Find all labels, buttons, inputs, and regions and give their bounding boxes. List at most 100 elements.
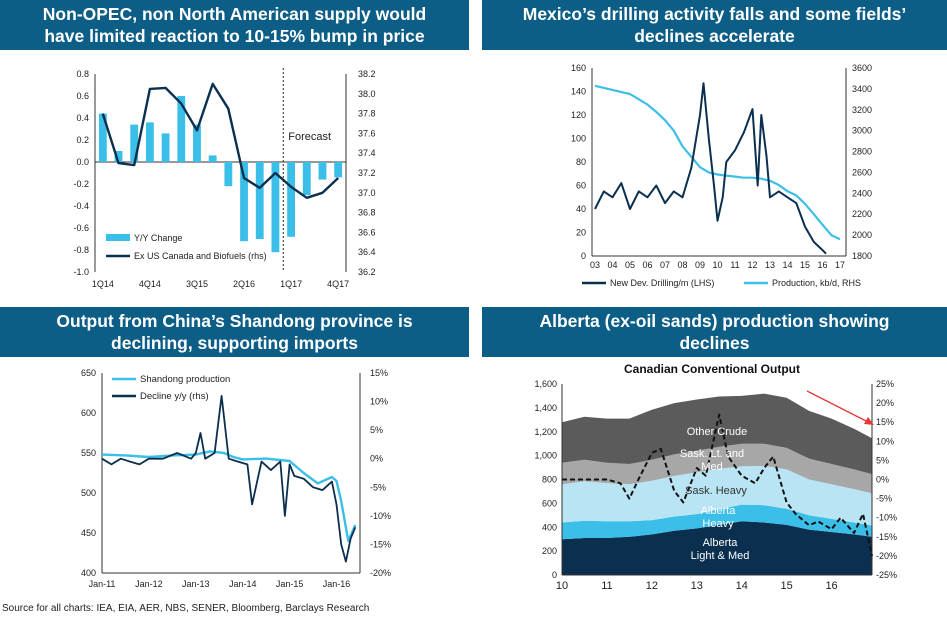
chart-nonopec-supply: 0.8 0.6 0.4 0.2 0.0 -0.2 -0.4 -0.6 -0.8 -1.0 38.2 3… [73,68,376,289]
c2-x-tick: 13 [765,260,775,270]
c1-bar [271,162,280,253]
c1-left-tick-3: 0.2 [76,135,89,145]
c4-left-tick-1: 1,400 [534,403,557,413]
c4-left-tick-0: 1,600 [534,379,557,389]
c2-x-tick: 04 [607,260,617,270]
c2-left-tick-2: 120 [571,110,586,120]
c2-x-tick: 15 [800,260,810,270]
c4-area-4 [562,393,872,475]
c4-yoy-dashed-line [562,413,873,557]
panel-4-title: Alberta (ex-oil sands) production showin… [482,307,947,357]
c1-bar [287,162,296,237]
c1-bar [98,113,107,162]
c1-bar [318,162,327,180]
c1-bar [224,162,233,187]
c1-legend-label-bar: Y/Y Change [134,233,182,243]
c4-area-0 [562,521,872,575]
c4-right-tick-4: 5% [876,455,889,465]
c2-left-tick-3: 100 [571,134,586,144]
panel-3-title-line-2: declining, supporting imports [111,333,358,353]
c2-right-tick-3: 3000 [852,126,872,136]
c1-bar [240,162,248,242]
c1-x-tick: 1Q14 [92,279,114,289]
c4-left-tick-7: 200 [542,546,557,556]
c2-x-tick: 06 [642,260,652,270]
c4-x-tick: 12 [646,580,658,592]
c2-right-tick-1: 3400 [852,84,872,94]
panel-4-title-line-1: Alberta (ex-oil sands) production showin… [539,311,890,331]
c3-right-tick-4: -5% [370,482,386,492]
c1-right-tick-8: 36.6 [358,227,376,237]
c1-left-tick-5: -0.2 [73,179,89,189]
c2-right-tick-5: 2600 [852,167,872,177]
c2-left-tick-6: 40 [576,204,586,214]
c1-x-tick: 4Q14 [139,279,161,289]
c4-series-label-0: Alberta Light & Med [691,537,750,562]
c2-x-tick: 10 [712,260,722,270]
c3-left-tick-5: 400 [81,568,96,578]
c2-left-tick-4: 80 [576,157,586,167]
c2-left-tick-0: 160 [571,63,586,73]
c1-right-tick-0: 38.2 [358,69,376,79]
c4-x-tick: 10 [556,580,568,592]
panel-2-title: Mexico’s drilling activity falls and som… [482,0,947,50]
c3-left-tick-3: 500 [81,488,96,498]
c4-right-tick-0: 25% [876,379,894,389]
c1-right-tick-10: 36.2 [358,267,376,277]
c1-bar [177,96,186,162]
c2-x-tick: 14 [782,260,792,270]
c3-right-tick-5: -10% [370,511,391,521]
chart-mexico-drilling: 160 140 120 100 80 60 40 20 0 3600 3400 3200 3000 280… [571,63,872,288]
c3-left-tick-1: 600 [81,408,96,418]
c1-left-tick-4: 0.0 [76,157,89,167]
c3-left-tick-0: 650 [81,368,96,378]
c2-left-tick-7: 20 [576,228,586,238]
c3-legend-label-shandong: Shandong production [140,374,230,385]
c4-left-tick-4: 800 [542,475,557,485]
c2-right-tick-6: 2400 [852,188,872,198]
c3-legend-label-decline: Decline y/y (rhs) [140,391,209,402]
c1-x-tick: 2Q16 [233,279,255,289]
c4-right-tick-6: -5% [876,494,892,504]
c1-bar [334,162,343,178]
c1-right-tick-6: 37.0 [358,188,376,198]
c4-right-tick-7: -10% [876,513,897,523]
c2-x-tick: 17 [835,260,845,270]
panel-3-title-line-1: Output from China’s Shandong province is [56,311,413,331]
c1-bar [130,124,139,162]
c2-right-tick-2: 3200 [852,105,872,115]
c4-right-tick-10: -25% [876,570,897,580]
c3-x-tick: Jan-14 [229,579,257,589]
panel-4-title-line-2: declines [679,333,750,353]
c2-right-tick-9: 1800 [852,251,872,261]
c3-decline-line [101,395,357,563]
c4-x-tick: 14 [736,580,748,592]
c2-right-tick-8: 2000 [852,230,872,240]
c4-right-tick-9: -20% [876,551,897,561]
c2-x-tick: 16 [817,260,827,270]
c2-x-tick: 11 [730,260,739,270]
c1-right-tick-3: 37.6 [358,128,376,138]
c1-legend-label-line: Ex US Canada and Biofuels (rhs) [134,251,267,261]
panel-1-title: Non-OPEC, non North American supply woul… [0,0,469,50]
c1-right-tick-5: 37.2 [358,168,376,178]
c3-right-tick-6: -15% [370,539,391,549]
c1-right-tick-4: 37.4 [358,148,376,158]
c1-right-tick-9: 36.4 [358,247,376,257]
c4-trend-arrow-head [864,417,874,425]
c3-x-tick: Jan-15 [276,579,304,589]
c2-left-tick-8: 0 [581,251,586,261]
c4-trend-arrow-line [806,390,871,424]
c1-left-tick-6: -0.4 [73,201,89,211]
c1-line-series [101,82,340,199]
c1-right-tick-2: 37.8 [358,109,376,119]
c1-bar [145,122,154,162]
c1-left-tick-7: -0.6 [73,223,89,233]
c3-x-tick: Jan-13 [182,579,210,589]
panel-1-title-line-1: Non-OPEC, non North American supply woul… [42,4,427,24]
c4-x-tick: 13 [691,580,703,592]
c1-bar [114,151,123,162]
c1-legend-swatch-bar [106,234,130,241]
c3-x-tick: Jan-16 [323,579,351,589]
c4-left-tick-5: 600 [542,498,557,508]
